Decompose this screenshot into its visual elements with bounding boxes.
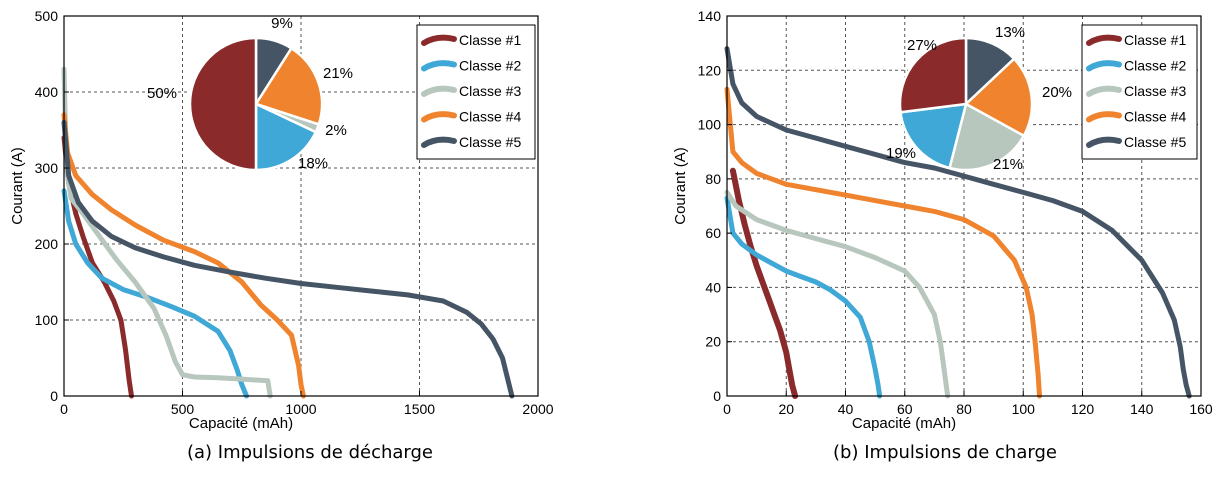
legend-swatch [1086,85,1122,97]
y-tick-label: 400 [35,84,59,100]
legend-swatch [421,34,457,46]
x-tick-label: 40 [838,401,854,417]
series-line-2 [724,195,883,399]
x-tick-label: 1000 [285,401,316,417]
x-tick-label: 20 [778,401,794,417]
legend-swatch [1086,111,1122,123]
x-tick-label: 120 [1071,401,1095,417]
pie-slice-label: 21% [993,156,1023,173]
legend-label: Classe #5 [459,134,521,150]
series-line-5 [61,119,515,399]
pie-slice-label: 20% [1042,84,1072,101]
figure-caption: (b) Impulsions de charge [833,442,1057,463]
legend-swatch [421,136,457,148]
y-tick-label: 0 [713,388,721,404]
series-line-4 [724,86,1042,399]
pie-slice-label: 19% [886,145,916,162]
y-tick-label: 40 [705,279,721,295]
x-tick-label: 0 [60,401,68,417]
y-tick-label: 0 [50,388,58,404]
y-tick-label: 60 [705,225,721,241]
pie-slice-label: 50% [147,85,177,102]
pie-slice-label: 27% [907,37,937,54]
chart-discharge: 0 500 1000 1500 20000100200300400500Capacité… [9,8,554,463]
pie-slice-4 [963,57,1034,138]
legend-swatch [421,60,457,72]
series-line-1 [729,167,799,399]
y-tick-label: 80 [705,171,721,187]
pie-slice-2 [254,102,318,172]
series-line-3 [724,189,951,399]
x-tick-label: 80 [956,401,972,417]
y-tick-label: 200 [35,236,59,252]
pie-slice-1 [188,36,258,172]
pie-slice-label: 9% [271,15,293,32]
x-tick-label: 2000 [522,401,553,417]
x-tick-label: 60 [897,401,913,417]
x-axis-label: Capacité (mAh) [852,415,956,432]
y-axis-label: Courant (A) [9,147,26,225]
legend-label: Classe #1 [459,32,521,48]
legend-label: Classe #3 [1124,83,1186,99]
legend-label: Classe #2 [1124,58,1186,74]
pie-slice-4 [254,46,324,126]
series-line-3 [61,66,273,399]
legend-label: Classe #3 [459,83,521,99]
legend-swatch [1086,136,1122,148]
legend-label: Classe #1 [1124,32,1186,48]
legend-label: Classe #4 [1124,109,1186,125]
y-tick-label: 20 [705,334,721,350]
y-axis-label: Courant (A) [672,147,689,225]
x-tick-label: 160 [1189,401,1213,417]
legend-swatch [421,111,457,123]
x-axis-label: Capacité (mAh) [189,415,293,432]
x-tick-label: 0 [723,401,731,417]
legend-label: Classe #2 [459,58,521,74]
legend-swatch [1086,60,1122,72]
series-line-2 [61,188,249,399]
series-line-5 [724,46,1192,399]
y-tick-label: 100 [698,117,722,133]
x-tick-label: 100 [1012,401,1036,417]
pie-slice-label: 18% [298,155,328,172]
x-tick-label: 500 [171,401,195,417]
pie-slice-label: 21% [323,65,353,82]
chart-charge: 0 20 40 60 80 100 120 140 160 0 20 40 60 80 100 120 140 C… [672,8,1213,463]
pie-slice-label: 13% [995,24,1025,41]
y-tick-label: 300 [35,160,59,176]
pie-slice-3 [948,102,1026,172]
legend-swatch [1086,34,1122,46]
legend-swatch [421,85,457,97]
x-tick-label: 140 [1130,401,1154,417]
figure-caption: (a) Impulsions de décharge [187,442,433,463]
pie-slice-label: 2% [325,122,347,139]
y-tick-label: 140 [698,8,722,24]
y-tick-label: 120 [698,62,722,78]
y-tick-label: 100 [35,312,59,328]
legend-label: Classe #4 [459,109,521,125]
legend-label: Classe #5 [1124,134,1186,150]
pie-slice-1 [898,36,968,114]
x-tick-label: 1500 [404,401,435,417]
series-line-4 [61,112,306,399]
y-tick-label: 500 [35,8,59,24]
pie-slice-2 [899,102,968,170]
